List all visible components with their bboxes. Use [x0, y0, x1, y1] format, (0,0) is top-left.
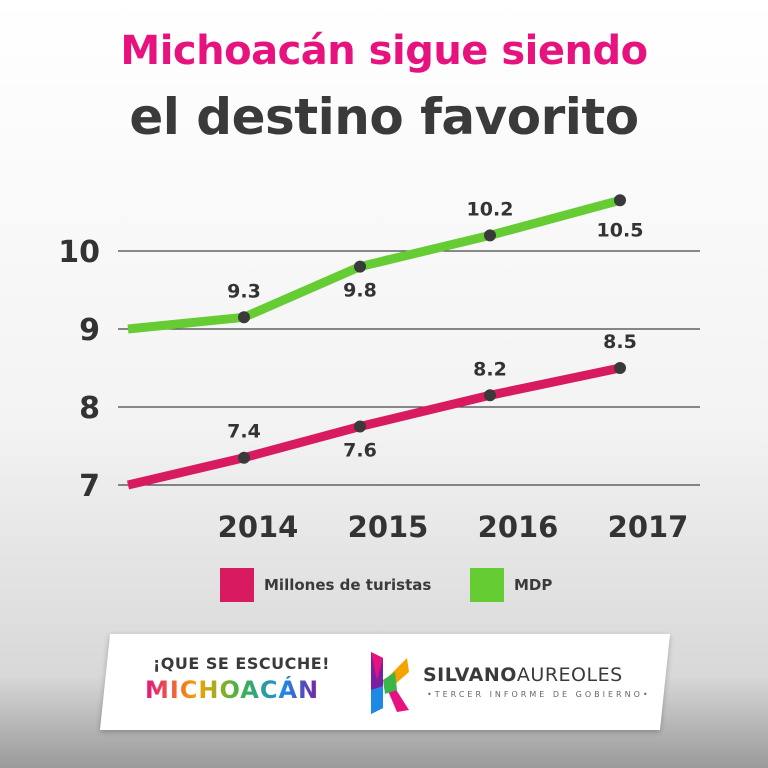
x-tick-label-2014: 2014	[218, 510, 299, 544]
data-label-0-2: 8.2	[473, 358, 507, 380]
colorful-k-logo-icon	[371, 652, 409, 714]
data-point-1-1	[354, 260, 366, 273]
legend-label-turistas: Millones de turistas	[264, 576, 432, 594]
data-label-1-3: 10.5	[597, 219, 644, 241]
footer-banner: ¡QUE SE ESCUCHE! MICHOACÁN SILVANOAUREOL…	[99, 634, 671, 730]
series-line-1	[127, 195, 622, 334]
line-chart: 7 8 9 10 2014 2015 2016 2017 7.4 7.6 8.2 8.5 9.3 9.8 1…	[58, 194, 700, 544]
legend-label-mdp: MDP	[514, 576, 553, 594]
legend-item-mdp: MDP	[470, 568, 552, 602]
brand-last-name: AUREOLES	[516, 664, 623, 686]
x-tick-label-2016: 2016	[478, 510, 559, 544]
data-point-0-0	[238, 451, 250, 464]
series-line-0	[126, 363, 621, 490]
brand-subtitle: •TERCER INFORME DE GOBIERNO•	[427, 690, 651, 699]
slogan-top: ¡QUE SE ESCUCHE!	[153, 654, 330, 673]
y-tick-label-9: 9	[79, 313, 100, 348]
x-tick-label-2017: 2017	[608, 510, 689, 544]
data-point-0-1	[354, 420, 366, 433]
x-tick-label-2015: 2015	[348, 510, 429, 544]
brand-first-name: SILVANO	[423, 664, 517, 686]
brand-name: SILVANOAUREOLES	[423, 664, 623, 686]
y-tick-label-8: 8	[79, 391, 100, 426]
data-point-1-2	[484, 229, 496, 242]
data-label-0-3: 8.5	[603, 331, 637, 353]
data-point-1-0	[238, 311, 250, 324]
data-label-0-1: 7.6	[343, 440, 377, 462]
title-line-2: el destino favorito	[129, 88, 639, 146]
legend-swatch-mdp	[470, 568, 504, 602]
data-label-1-2: 10.2	[467, 198, 514, 220]
legend-item-turistas: Millones de turistas	[220, 568, 431, 602]
data-label-1-1: 9.8	[343, 280, 377, 302]
slogan-bottom: MICHOACÁN	[145, 676, 320, 704]
title-line-1: Michoacán sigue siendo	[120, 28, 648, 74]
y-tick-label-10: 10	[58, 235, 100, 270]
data-point-0-3	[614, 362, 626, 374]
data-point-1-3	[614, 194, 626, 207]
y-tick-label-7: 7	[79, 469, 100, 504]
legend-swatch-turistas	[220, 568, 254, 602]
data-label-0-0: 7.4	[227, 421, 261, 443]
data-label-1-0: 9.3	[227, 280, 261, 302]
data-point-0-2	[484, 389, 496, 402]
